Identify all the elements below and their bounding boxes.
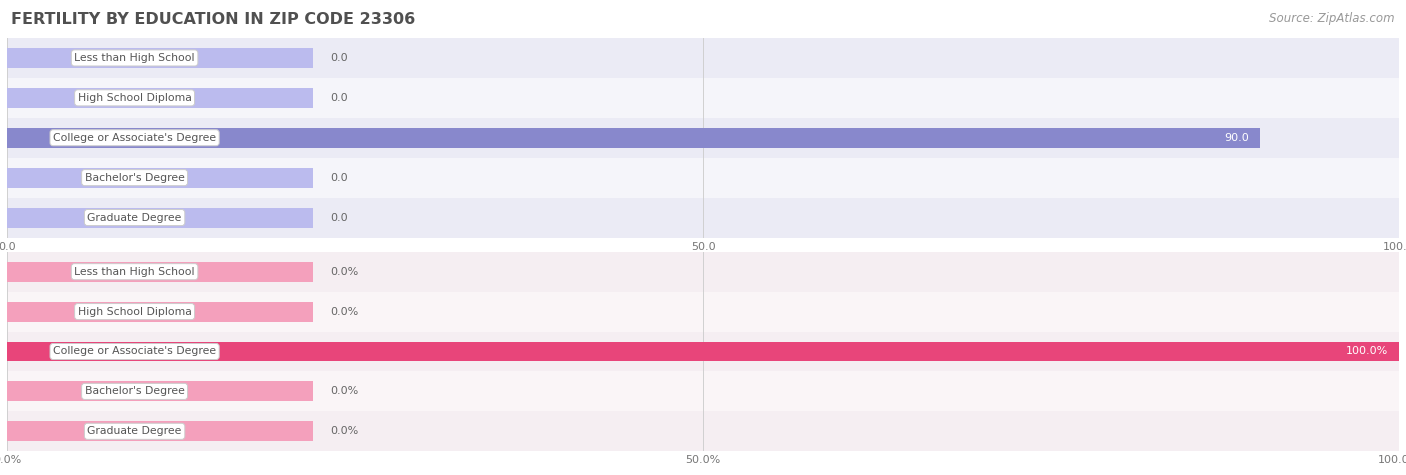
Text: Graduate Degree: Graduate Degree (87, 212, 181, 223)
Bar (7, 332, 1399, 371)
Text: 0.0: 0.0 (330, 93, 347, 103)
Bar (7, 411, 1399, 451)
Bar (7, 302, 314, 322)
Bar (7, 371, 1399, 411)
Bar (7, 252, 1399, 292)
Bar (7, 88, 314, 108)
Text: Source: ZipAtlas.com: Source: ZipAtlas.com (1270, 12, 1395, 25)
Bar (7, 78, 1399, 118)
Text: College or Associate's Degree: College or Associate's Degree (53, 346, 217, 357)
Text: Bachelor's Degree: Bachelor's Degree (84, 172, 184, 183)
Text: FERTILITY BY EDUCATION IN ZIP CODE 23306: FERTILITY BY EDUCATION IN ZIP CODE 23306 (11, 12, 416, 27)
Bar (7, 198, 1399, 238)
Bar (7, 262, 314, 282)
Bar (7, 381, 314, 401)
Bar (7, 38, 1399, 78)
Text: Graduate Degree: Graduate Degree (87, 426, 181, 437)
Text: High School Diploma: High School Diploma (77, 306, 191, 317)
Bar (7, 118, 1399, 158)
Bar (7, 158, 1399, 198)
Text: 0.0%: 0.0% (330, 306, 359, 317)
Text: 100.0%: 100.0% (1346, 346, 1388, 357)
Bar (7, 48, 314, 68)
Bar (7, 208, 314, 228)
Bar (7, 168, 314, 188)
Text: 0.0: 0.0 (330, 212, 347, 223)
Text: High School Diploma: High School Diploma (77, 93, 191, 103)
Text: Bachelor's Degree: Bachelor's Degree (84, 386, 184, 397)
Text: 0.0: 0.0 (330, 172, 347, 183)
Bar (7, 421, 314, 441)
Text: College or Associate's Degree: College or Associate's Degree (53, 133, 217, 143)
Text: 0.0%: 0.0% (330, 426, 359, 437)
Text: Less than High School: Less than High School (75, 53, 195, 63)
Text: 0.0%: 0.0% (330, 386, 359, 397)
Bar (7, 292, 1399, 332)
Bar (7, 342, 1399, 361)
Text: 0.0%: 0.0% (330, 266, 359, 277)
Text: 0.0: 0.0 (330, 53, 347, 63)
Text: 90.0: 90.0 (1223, 133, 1249, 143)
Text: Less than High School: Less than High School (75, 266, 195, 277)
Bar (7, 128, 1260, 148)
